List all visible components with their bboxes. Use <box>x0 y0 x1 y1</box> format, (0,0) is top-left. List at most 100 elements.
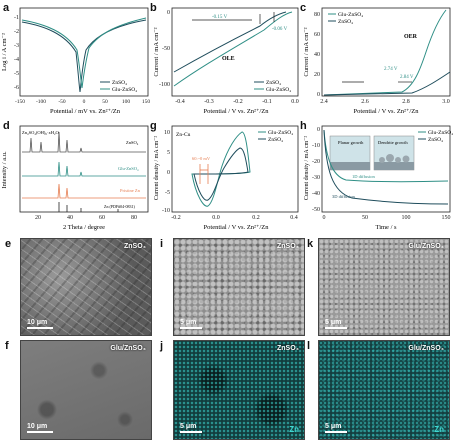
y-tick: 0 <box>317 92 320 98</box>
sample-label: ZnSO₄ <box>123 243 146 250</box>
y-tick: -5 <box>14 71 19 77</box>
x-tick: 20 <box>35 215 41 221</box>
diffusion-annotation: 3D diffusion <box>332 194 356 199</box>
y-tick: -100 <box>159 82 170 88</box>
sample-label: Glu/ZnSO₄ <box>110 345 146 352</box>
inset-substrate <box>330 162 370 170</box>
x-tick: 60 <box>99 215 105 221</box>
legend-item: ZnSO₄ <box>338 19 353 25</box>
series-label: Pristine Zn <box>120 188 141 193</box>
x-tick: -0.1 <box>262 99 272 105</box>
xrd-plot: Intensity / a.u. 20 40 60 80 2 Theta / d… <box>1 125 149 231</box>
x-axis-label: Potential / V vs. Zn²⁺/Zn <box>354 108 420 115</box>
legend-item: ZnSO₄ <box>268 137 283 143</box>
y-tick: -20 <box>312 159 320 165</box>
scale-label: 10 μm <box>27 319 48 326</box>
onset-annotation: -0.15 V <box>212 15 228 20</box>
pattern-glu-znso4 <box>22 161 146 177</box>
sample-label: ZnSO₄ <box>276 345 299 352</box>
panel-label-e: e <box>5 238 12 250</box>
legend-item: Glu-ZnSO₄ <box>268 130 293 136</box>
onset-annotation: 2.84 V <box>400 75 414 80</box>
x-tick: 0.0 <box>212 215 220 221</box>
x-tick: -0.3 <box>204 99 214 105</box>
scale-bar: 10 μm <box>27 423 53 433</box>
y-axis-label: Log i / A cm⁻² <box>1 33 8 71</box>
panel-label-d: d <box>3 120 10 132</box>
y-tick: -10 <box>312 143 320 149</box>
x-tick: -150 <box>15 99 25 105</box>
curve-glu-znso4 <box>21 17 147 89</box>
x-tick: 150 <box>142 99 151 105</box>
y-tick: 0 <box>167 10 170 16</box>
element-label: Zn <box>434 425 444 434</box>
x-tick: 80 <box>131 215 137 221</box>
y-axis-label: Current density / mA cm⁻² <box>154 136 160 200</box>
panel-label-f: f <box>5 340 9 352</box>
sample-label: Glu/ZnSO₄ <box>408 345 444 352</box>
x-axis-label: Potential / mV vs. Zn²⁺/Zn <box>50 108 121 115</box>
panel-g: g 10 5 0 -5 -10 -0.2 0.0 0.2 0.4 Potenti… <box>150 118 302 236</box>
lsv-her-plot: 0 -50 -100 -0.4 -0.3 -0.2 -0.1 0.0 Poten… <box>153 7 299 115</box>
scale-bar: 5 μm <box>325 423 347 433</box>
legend-item: ZnSO₄ <box>266 80 281 86</box>
panel-b: b 0 -50 -100 -0.4 -0.3 -0.2 -0.1 0.0 Pot… <box>150 0 302 118</box>
y-tick: -4 <box>14 57 19 63</box>
legend-item: Glu-ZnSO₄ <box>338 12 363 18</box>
x-tick: -0.2 <box>233 99 243 105</box>
scale-label: 5 μm <box>180 423 197 430</box>
x-axis-label: Potential / V vs. Zn²⁺/Zn <box>204 224 270 231</box>
scale-bar: 5 μm <box>180 423 202 433</box>
y-axis-label: Current / mA cm⁻² <box>303 27 310 76</box>
sem-image-f: Glu/ZnSO₄ 10 μm <box>20 340 152 440</box>
inset-label: Planar growth <box>338 140 364 145</box>
x-axis-label: Time / s <box>375 224 397 231</box>
scale-bar: 10 μm <box>27 319 53 329</box>
inset-substrate <box>374 162 414 170</box>
y-tick: 10 <box>164 130 170 136</box>
x-tick: 50 <box>102 99 108 105</box>
legend-item: Glu-ZnSO₄ <box>112 87 137 93</box>
phase-label: Zn₄SO₄(OH)₆·xH₂O <box>22 130 60 135</box>
panel-d: d Intensity / a.u. 20 40 60 80 2 Theta /… <box>0 118 152 236</box>
panel-a: a -1 -2 -3 -4 -5 -6 -150 -100 -50 0 50 1… <box>0 0 152 118</box>
x-tick: 100 <box>122 99 131 105</box>
eds-map-j: ZnSO₄ 5 μm Zn <box>173 340 305 440</box>
panel-label-a: a <box>3 2 10 14</box>
cv-plot: 10 5 0 -5 -10 -0.2 0.0 0.2 0.4 Potential… <box>154 125 299 231</box>
panel-label-h: h <box>300 120 307 132</box>
y-axis-label: Intensity / a.u. <box>1 151 8 189</box>
pattern-znso4 <box>22 131 146 153</box>
inset-label: Dendrite growth <box>378 140 408 145</box>
scale-bar: 5 μm <box>180 319 202 329</box>
curve-znso4 <box>21 19 147 93</box>
y-tick: 40 <box>314 52 320 58</box>
sample-label: Glu/ZnSO₄ <box>408 243 444 250</box>
y-tick: -6 <box>14 85 19 91</box>
sem-image-e: ZnSO₄ 10 μm <box>20 238 152 336</box>
curve-glu-znso4 <box>173 11 293 87</box>
panel-label-c: c <box>300 2 307 14</box>
y-tick: 20 <box>314 72 320 78</box>
scale-label: 5 μm <box>325 423 342 430</box>
y-axis-label: Current density / mA cm⁻² <box>304 136 310 200</box>
x-tick: 0 <box>83 99 86 105</box>
legend-item: Glu-ZnSO₄ <box>428 130 453 136</box>
y-tick: -2 <box>14 29 19 35</box>
x-axis-label: 2 Theta / degree <box>63 224 105 231</box>
y-tick: 5 <box>167 150 170 156</box>
x-tick: 0 <box>323 215 326 221</box>
panel-label-b: b <box>150 2 157 14</box>
x-tick: 50 <box>362 215 368 221</box>
region-label: OER <box>404 34 418 40</box>
curve-znso4 <box>323 129 449 205</box>
sem-image-i: ZnSO₄ 5 μm <box>173 238 305 336</box>
curve-glu-znso4 <box>191 131 251 207</box>
x-tick: 2.8 <box>402 99 410 105</box>
sem-image-k: Glu/ZnSO₄ 5 μm <box>318 238 450 336</box>
eds-map-l: Glu/ZnSO₄ 5 μm Zn <box>318 340 450 440</box>
element-label: Zn <box>289 425 299 434</box>
y-tick: -1 <box>14 15 19 21</box>
x-tick: -0.4 <box>175 99 185 105</box>
x-tick: 150 <box>442 215 451 221</box>
